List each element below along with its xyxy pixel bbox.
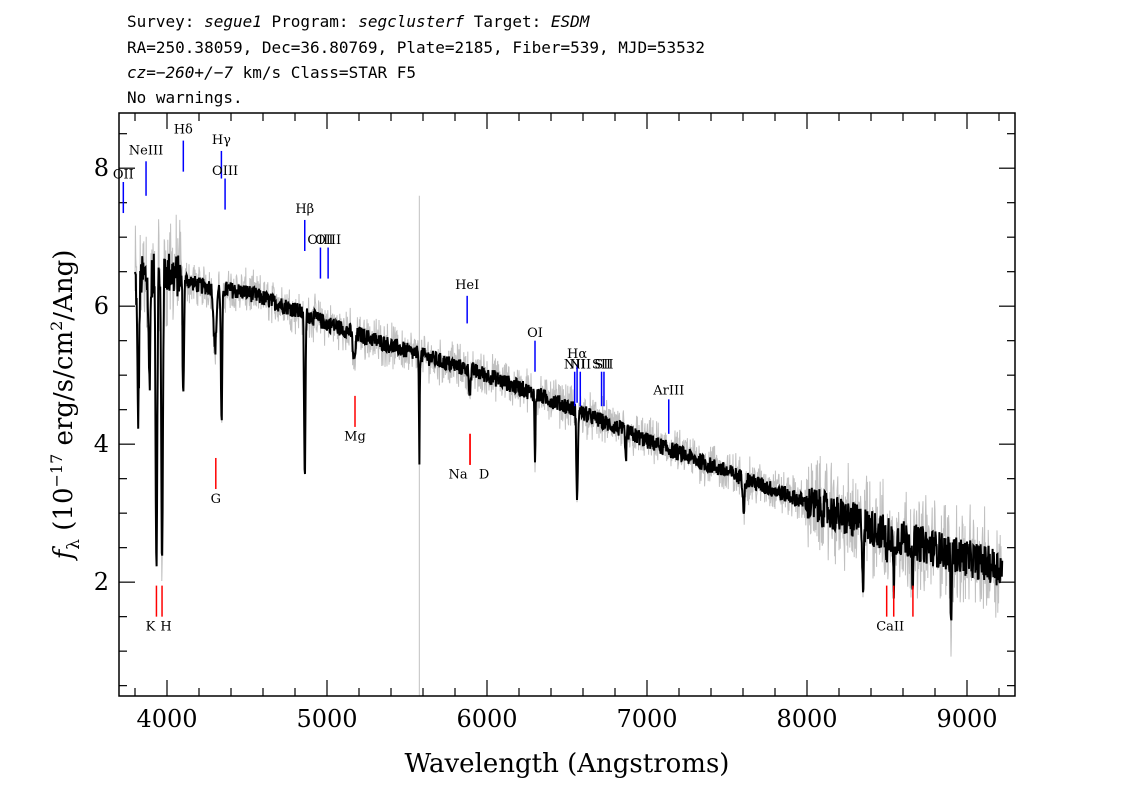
header-survey-part-1: segue1: [204, 12, 262, 31]
y-tick-label: 6: [94, 292, 109, 320]
emission-line-label: Hα: [567, 347, 587, 362]
absorption-line-label: CaII: [876, 619, 904, 634]
emission-line-label: HeI: [455, 278, 479, 293]
x-axis-title: Wavelength (Angstroms): [405, 749, 730, 779]
header-survey-line: Survey: segue1 Program: segclusterf Targ…: [127, 12, 591, 31]
header-survey-part-0: Survey:: [127, 12, 204, 31]
plot-area: 4000 5000 6000 7000 8000 9000 2 4 6 8 Wavelength (…: [47, 112, 1016, 779]
emission-line-label: Hγ: [212, 133, 231, 148]
emission-line-label: OIII: [307, 233, 333, 248]
header-survey-part-2: Program:: [262, 12, 358, 31]
emission-line-label: NeIII: [129, 143, 163, 158]
emission-line-label: SII: [592, 357, 611, 372]
x-tick-label: 7000: [616, 705, 677, 733]
absorption-line-label: Na: [448, 468, 467, 483]
flux-spectrum-series: [134, 253, 1004, 621]
header-block: Survey: segue1 Program: segclusterf Targ…: [127, 12, 705, 107]
y-axis-title-exp2: 2: [47, 321, 66, 331]
header-redshift-line: cz=−260+/−7 km/s Class=STAR F5: [127, 63, 416, 82]
x-tick-label: 6000: [456, 705, 517, 733]
emission-line-label: OI: [527, 326, 543, 341]
y-tick-label: 2: [94, 568, 109, 596]
y-axis-title-mid: erg/s/cm: [49, 331, 79, 454]
y-axis-title-exp1: −17: [47, 454, 66, 488]
x-tick-label: 5000: [296, 705, 357, 733]
absorption-line-label: Mg: [344, 430, 366, 445]
emission-line-label: Hδ: [174, 123, 193, 138]
x-tick-label: 4000: [136, 705, 197, 733]
y-tick-label: 8: [94, 154, 109, 182]
y-axis-title-pre: (10: [49, 487, 79, 539]
plot-frame: [118, 112, 1016, 697]
emission-line-label: ArIII: [652, 383, 684, 398]
error-spectrum-series: [134, 214, 1003, 657]
header-redshift-part-1: km/s Class=STAR F5: [233, 63, 416, 82]
absorption-line-label: K: [146, 619, 156, 634]
header-warnings-line: No warnings.: [127, 88, 243, 107]
emission-line-label: Hβ: [295, 202, 314, 217]
emission-line-label: SII: [594, 357, 613, 372]
emission-line-label: NII: [569, 357, 591, 372]
x-tick-label: 9000: [936, 705, 997, 733]
y-tick-label: 4: [94, 430, 109, 458]
y-axis-title-post: /Ang): [49, 250, 79, 321]
emission-line-label: NII: [564, 357, 586, 372]
absorption-line-label: D: [479, 468, 489, 483]
emission-line-label: OII: [113, 168, 134, 183]
absorption-line-label: G: [211, 492, 221, 507]
emission-line-label: OIII: [315, 233, 341, 248]
emission-line-label: OIII: [212, 164, 238, 179]
header-redshift-part-0: cz=−260+/−7: [127, 63, 233, 82]
header-survey-part-4: Target:: [464, 12, 551, 31]
header-survey-part-5: ESDM: [551, 12, 591, 31]
header-coords-line: RA=250.38059, Dec=36.80769, Plate=2185, …: [127, 38, 705, 57]
absorption-line-label: H: [160, 619, 171, 634]
x-tick-label: 8000: [776, 705, 837, 733]
header-survey-part-3: segclusterf: [358, 12, 464, 31]
absorption-line-label: CaII: [876, 619, 904, 634]
y-axis-title-sub: λ: [64, 539, 84, 550]
y-axis-title: fλ (10−17 erg/s/cm2/Ang): [47, 250, 84, 562]
